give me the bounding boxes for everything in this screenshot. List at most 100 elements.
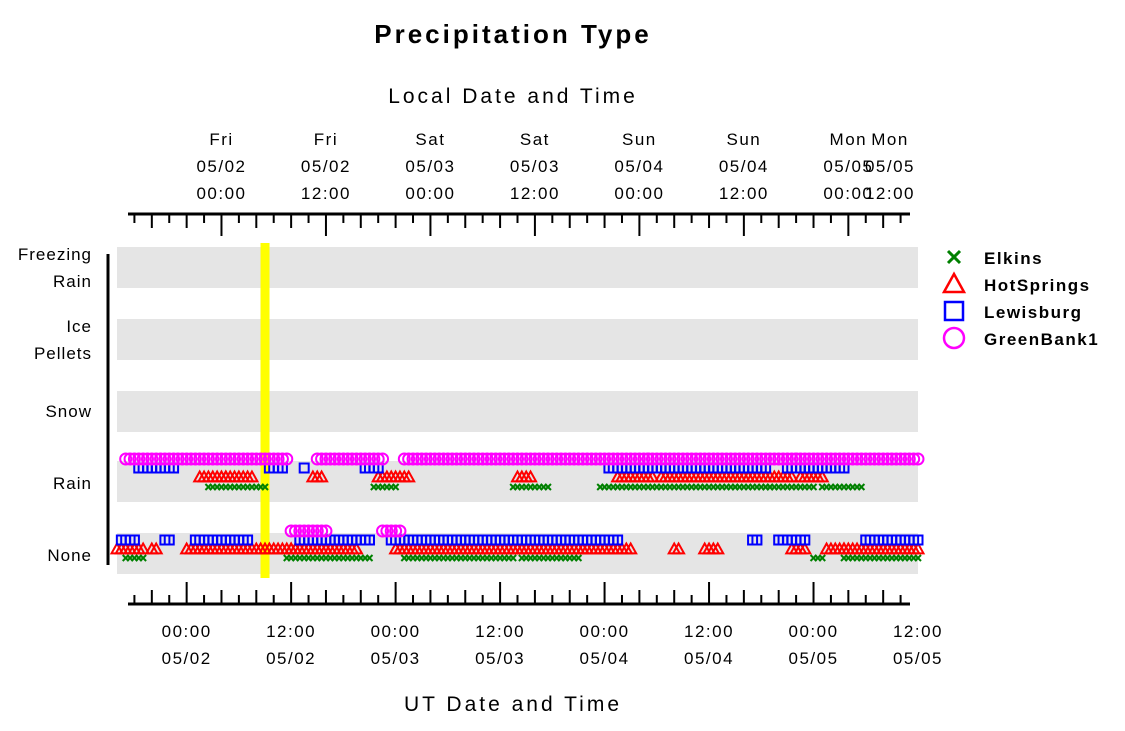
point-greenbank1-rain [524,452,538,466]
point-greenbank1-rain [471,452,485,466]
top-tick-date: 05/02 [196,157,246,176]
point-elkins-none [914,554,922,562]
point-greenbank1-rain [550,452,564,466]
point-greenbank1-rain [654,452,668,466]
point-greenbank1-rain [511,452,524,466]
point-greenbank1-rain [254,452,268,466]
bottom-tick-date: 05/04 [684,649,734,668]
point-greenbank1-rain [167,452,181,466]
x-stroke [574,554,583,562]
point-greenbank1-rain [127,452,141,466]
point-hotsprings-rain [523,469,538,483]
point-greenbank1-rain [824,452,838,466]
point-greenbank1-rain [162,452,176,466]
point-greenbank1-rain [428,452,442,466]
point-greenbank1-rain [719,452,733,466]
bottom-tick-date: 05/05 [788,649,838,668]
x-stroke [365,554,374,562]
point-greenbank1-rain [188,452,202,466]
point-greenbank1-rain [528,452,542,466]
legend-item-lewisburg: Lewisburg [943,300,1081,322]
point-greenbank1-rain [867,452,881,466]
point-greenbank1-rain [397,452,411,466]
point-greenbank1-rain [497,452,511,466]
point-greenbank1-rain [593,452,607,466]
point-lewisburg-none [612,534,624,546]
point-greenbank1-rain [645,452,659,466]
point-greenbank1-rain [502,452,516,466]
point-greenbank1-rain [532,452,546,466]
bottom-tick-time: 12:00 [684,622,734,641]
point-greenbank1-rain [406,452,420,466]
point-greenbank1-rain [793,452,807,466]
point-greenbank1-none [319,524,333,538]
point-greenbank1-rain [680,452,694,466]
top-tick-date: 05/03 [510,157,560,176]
point-greenbank1-rain [175,452,189,466]
point-lewisburg-none [799,534,811,546]
legend-label: GreenBank1 [984,330,1099,349]
point-hotsprings-none [671,541,686,555]
point-greenbank1-rain [650,452,664,466]
point-greenbank1-none [310,524,324,538]
top-tick-day: Fri [209,130,233,149]
top-tick-time: 00:00 [823,184,873,203]
point-greenbank1-rain [232,452,246,466]
point-greenbank1-rain [728,452,742,466]
top-tick-date: 05/05 [865,157,915,176]
point-greenbank1-rain [767,452,781,466]
top-tick-day: Fri [314,130,338,149]
point-greenbank1-rain [358,452,372,466]
category-labels: Freezing Rain Ice Pellets Snow Rain None [18,245,92,565]
point-greenbank1-rain [267,452,281,466]
point-greenbank1-rain [907,452,921,466]
point-greenbank1-rain [458,452,472,466]
point-greenbank1-rain [698,452,712,466]
point-elkins-none [139,554,147,562]
point-greenbank1-rain [541,452,555,466]
x-stroke [857,483,866,491]
top-tick-date: 05/05 [823,157,873,176]
category-bands [106,247,918,574]
point-greenbank1-rain [733,452,747,466]
point-greenbank1-rain [724,452,738,466]
point-greenbank1-rain [615,452,629,466]
point-lewisburg-none [912,534,924,546]
top-tick-date: 05/02 [301,157,351,176]
category-label: Ice [66,317,92,336]
point-lewisburg-none [751,534,763,546]
legend-triangle [941,271,967,294]
point-greenbank1-rain [693,452,707,466]
point-lewisburg-none [128,534,140,546]
point-greenbank1-rain [785,452,799,466]
point-greenbank1-rain [802,452,816,466]
top-tick-day: Sun [622,130,657,149]
point-greenbank1-rain [585,452,599,466]
point-greenbank1-rain [415,452,429,466]
point-greenbank1-rain [154,452,168,466]
category-label: Freezing [18,245,92,264]
chart-title: Precipitation Type [374,19,651,49]
point-greenbank1-rain [489,452,503,466]
point-greenbank1-rain [362,452,376,466]
point-lewisburg-rain [298,462,310,474]
top-tick-time: 12:00 [301,184,351,203]
point-greenbank1-rain [789,452,803,466]
top-tick-time: 12:00 [865,184,915,203]
point-greenbank1-rain [807,452,821,466]
legend-x-stroke [946,249,962,265]
point-greenbank1-rain [659,452,673,466]
point-lewisburg-none [163,534,175,546]
point-greenbank1-rain [454,452,468,466]
top-tick-day: Mon [830,130,868,149]
point-greenbank1-rain [711,452,725,466]
point-greenbank1-rain [554,452,568,466]
legend: Elkins HotSprings Lewisburg GreenBank1 [941,249,1099,350]
point-greenbank1-rain [667,452,681,466]
point-greenbank1-rain [171,452,185,466]
point-greenbank1-rain [637,452,651,466]
point-greenbank1-rain [872,452,886,466]
point-greenbank1-rain [158,452,172,466]
point-greenbank1-rain [506,452,520,466]
bottom-tick-date: 05/03 [371,649,421,668]
